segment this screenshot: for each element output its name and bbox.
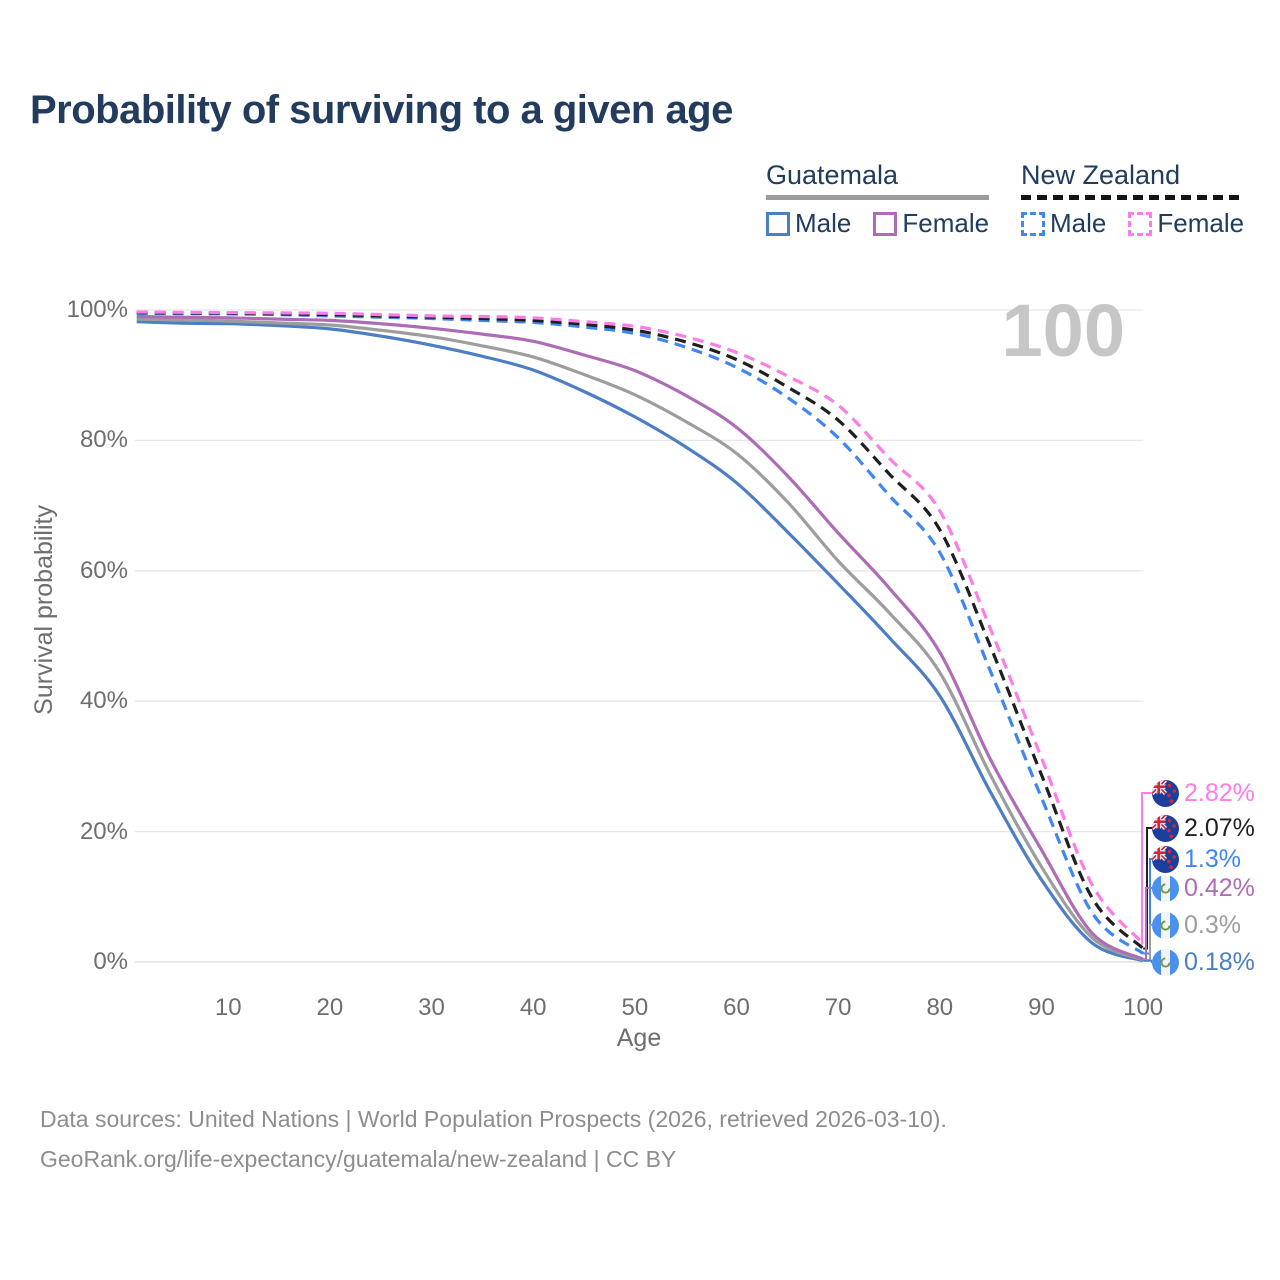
legend-item-new-zealand-male[interactable]: Male bbox=[1021, 208, 1106, 239]
end-label-connector-new-zealand-female bbox=[1141, 792, 1153, 945]
new-zealand-flag-icon bbox=[1152, 814, 1179, 842]
legend-group-new-zealand: New Zealand Male Female bbox=[1021, 160, 1245, 239]
new-zealand-dashed-line-sample bbox=[1021, 195, 1245, 200]
page-title: Probability of surviving to a given age bbox=[30, 88, 733, 132]
guatemala-male-swatch-icon bbox=[766, 211, 790, 236]
legend-item-label: Female bbox=[1157, 208, 1245, 238]
end-label-value: 1.3% bbox=[1184, 844, 1241, 873]
new-zealand-flag-icon bbox=[1152, 845, 1179, 873]
x-tick-label-60: 60 bbox=[723, 994, 750, 1021]
series-line-guatemala-female bbox=[136, 314, 1144, 961]
new-zealand-male-swatch-icon bbox=[1021, 211, 1045, 236]
x-tick-label-50: 50 bbox=[621, 994, 649, 1021]
attribution-link-text[interactable]: GeoRank.org/life-expectancy/guatemala/ne… bbox=[40, 1146, 677, 1172]
data-sources-text: Data sources: United Nations | World Pop… bbox=[40, 1106, 947, 1132]
x-tick-label-20: 20 bbox=[316, 994, 344, 1021]
series-line-new-zealand-male bbox=[136, 311, 1145, 955]
new-zealand-flag-icon bbox=[1152, 779, 1179, 807]
x-tick-label-100: 100 bbox=[1123, 994, 1164, 1021]
guatemala-solid-line-sample bbox=[766, 195, 990, 200]
legend-item-guatemala-male[interactable]: Male bbox=[766, 208, 851, 239]
end-label-value: 2.07% bbox=[1184, 813, 1255, 842]
guatemala-flag-icon bbox=[1152, 911, 1179, 939]
end-label-value: 0.18% bbox=[1184, 947, 1255, 976]
end-label-value: 0.3% bbox=[1184, 910, 1241, 939]
end-label-new-zealand-female: 2.82% bbox=[1152, 778, 1255, 808]
end-label-guatemala-all: 0.3% bbox=[1152, 910, 1241, 940]
guatemala-female-swatch-icon bbox=[873, 211, 898, 236]
y-tick-label-80%: 80% bbox=[79, 426, 128, 454]
legend-group-guatemala: Guatemala Male Female bbox=[766, 160, 990, 239]
guatemala-flag-icon bbox=[1152, 874, 1179, 902]
series-line-guatemala-male bbox=[136, 320, 1144, 963]
legend-item-label: Male bbox=[795, 208, 852, 238]
legend-item-label: Male bbox=[1050, 208, 1107, 238]
y-tick-label-0%: 0% bbox=[93, 948, 128, 975]
legend-header-guatemala[interactable]: Guatemala bbox=[766, 160, 899, 190]
end-label-new-zealand-male: 1.3% bbox=[1152, 844, 1241, 874]
end-label-value: 0.42% bbox=[1184, 873, 1255, 902]
x-axis-title: Age bbox=[616, 1024, 662, 1052]
x-tick-label-30: 30 bbox=[418, 994, 445, 1021]
y-axis-title: Survival probability bbox=[30, 505, 58, 715]
y-tick-label-60%: 60% bbox=[79, 556, 128, 584]
series-line-guatemala-all bbox=[136, 317, 1144, 962]
series-line-new-zealand-all bbox=[136, 311, 1145, 950]
new-zealand-female-swatch-icon bbox=[1128, 211, 1153, 236]
x-tick-label-70: 70 bbox=[824, 994, 852, 1021]
end-label-guatemala-female: 0.42% bbox=[1152, 873, 1255, 903]
y-tick-label-100%: 100% bbox=[66, 296, 128, 323]
y-tick-label-40%: 40% bbox=[79, 687, 128, 715]
legend-header-new-zealand[interactable]: New Zealand bbox=[1021, 160, 1181, 190]
legend-item-label: Female bbox=[902, 208, 990, 238]
end-label-new-zealand-all: 2.07% bbox=[1152, 813, 1255, 843]
x-tick-label-90: 90 bbox=[1028, 994, 1055, 1021]
series-line-new-zealand-female bbox=[136, 310, 1145, 945]
x-tick-label-40: 40 bbox=[519, 994, 547, 1021]
x-tick-label-10: 10 bbox=[214, 994, 242, 1021]
y-tick-label-20%: 20% bbox=[79, 817, 128, 845]
end-label-guatemala-male: 0.18% bbox=[1152, 947, 1255, 977]
guatemala-flag-icon bbox=[1152, 948, 1179, 976]
legend-item-new-zealand-female[interactable]: Female bbox=[1128, 208, 1244, 239]
age-counter-watermark: 100 bbox=[1001, 289, 1125, 372]
x-tick-label-80: 80 bbox=[926, 994, 954, 1021]
legend-item-guatemala-female[interactable]: Female bbox=[873, 208, 989, 239]
end-label-value: 2.82% bbox=[1184, 778, 1255, 807]
